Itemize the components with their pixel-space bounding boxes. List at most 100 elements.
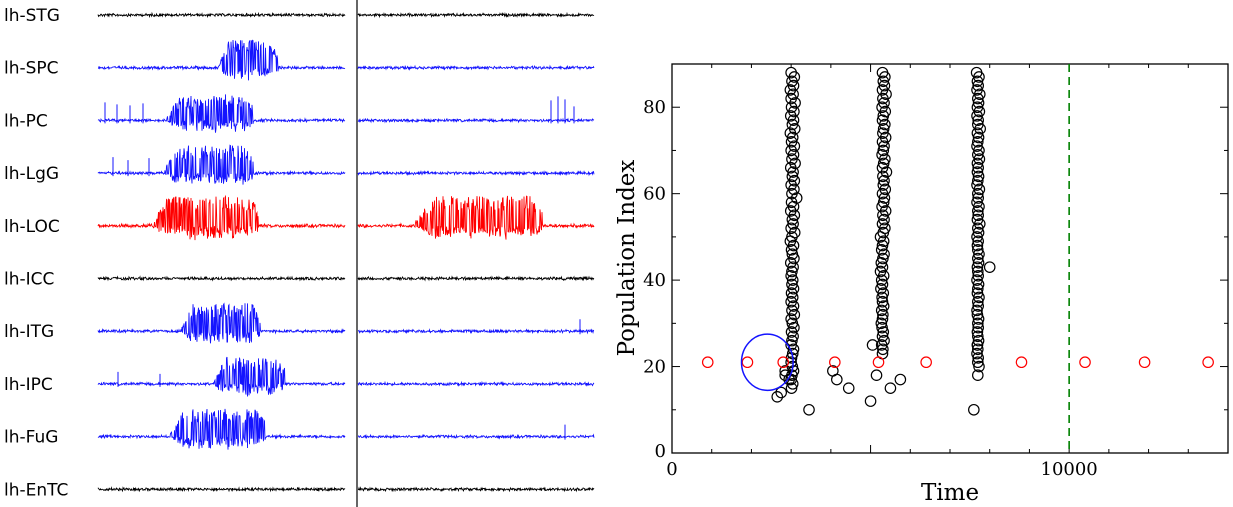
black-point-183 <box>971 252 984 265</box>
axis-tick-labels: 20 40 60 80 00 10000 <box>643 97 1098 480</box>
black-point-143 <box>972 79 984 92</box>
black-point-133 <box>876 321 888 334</box>
black-point-222 <box>884 382 897 394</box>
black-point-23 <box>787 166 799 178</box>
black-point-61 <box>787 330 799 343</box>
channel-label-4: lh-LOC <box>4 217 60 237</box>
black-point-169 <box>972 192 984 204</box>
black-point-190 <box>971 282 984 295</box>
black-point-130 <box>877 308 889 321</box>
channel-label-0: lh-STG <box>4 6 60 26</box>
black-point-46 <box>786 265 798 278</box>
red-point-2 <box>777 356 789 369</box>
black-point-201 <box>971 330 984 343</box>
black-point-96 <box>876 161 889 174</box>
channel-label-1: lh-SPC <box>4 59 59 79</box>
red-point-9 <box>1202 356 1214 369</box>
black-point-150 <box>971 110 983 122</box>
black-point-214 <box>775 386 788 399</box>
black-point-176 <box>971 222 984 235</box>
black-point-196 <box>971 308 984 321</box>
black-point-205 <box>971 347 983 360</box>
black-point-95 <box>877 157 890 170</box>
black-point-207 <box>971 356 984 369</box>
black-point-129 <box>875 304 888 317</box>
channel-label-7: lh-IPC <box>4 375 53 395</box>
black-point-131 <box>876 313 889 325</box>
black-point-165 <box>971 174 984 187</box>
eeg-traces-panel: lh-STG lh-SPC lh-PC lh-LgG lh-LOC lh-ICC lh-IT… <box>4 0 595 507</box>
x-axis-title: Time <box>921 480 979 506</box>
black-point-181 <box>971 244 984 256</box>
black-point-224 <box>842 382 855 394</box>
y-axis-title: Population Index <box>614 160 640 357</box>
channel-label-3: lh-LgG <box>4 164 59 184</box>
trace-3-seg2 <box>357 170 595 177</box>
highlight-circle <box>740 333 794 392</box>
red-point-7 <box>1079 356 1091 369</box>
black-point-225 <box>983 261 996 273</box>
black-point-178 <box>971 231 983 243</box>
xtick-label-0: 0 <box>666 459 677 480</box>
trace-2-seg1 <box>97 94 346 133</box>
black-point-34 <box>786 213 799 226</box>
channel-label-5: lh-ICC <box>4 270 54 290</box>
plot-frame <box>671 63 1229 454</box>
black-point-127 <box>876 295 889 308</box>
black-point-161 <box>971 157 984 170</box>
black-point-162 <box>972 161 984 174</box>
black-point-193 <box>971 295 984 308</box>
black-point-48 <box>786 274 799 286</box>
black-point-92 <box>877 144 890 157</box>
black-point-206 <box>972 352 984 364</box>
black-point-87 <box>877 123 890 135</box>
black-point-118 <box>875 257 888 269</box>
trace-5-seg2 <box>357 275 595 282</box>
channel-label-6: lh-ITG <box>4 322 54 342</box>
red-point-8 <box>1138 356 1151 369</box>
black-point-200 <box>971 326 984 338</box>
axis-ticks <box>671 63 1229 454</box>
black-point-210 <box>971 369 984 381</box>
black-point-168 <box>971 187 984 200</box>
black-point-179 <box>972 235 984 248</box>
black-point-103 <box>878 192 891 204</box>
black-point-62 <box>786 334 798 347</box>
ytick-label-80: 80 <box>643 97 666 118</box>
red-point-5 <box>920 356 932 369</box>
black-point-172 <box>971 205 984 217</box>
black-point-198 <box>971 317 984 330</box>
black-point-223 <box>803 403 815 416</box>
trace-5-seg1 <box>97 275 346 282</box>
trace-8-seg2 <box>358 433 595 440</box>
trace-0-seg1 <box>97 11 346 19</box>
black-point-147 <box>972 97 985 109</box>
black-point-13 <box>788 123 801 135</box>
black-point-192 <box>973 291 985 304</box>
red-point-6 <box>1015 356 1028 369</box>
trace-4-seg1 <box>97 194 346 241</box>
black-point-187 <box>972 269 984 282</box>
black-point-76 <box>877 75 890 88</box>
trace-1-seg2 <box>357 64 595 71</box>
black-point-99 <box>878 174 890 187</box>
black-point-51 <box>785 287 798 299</box>
black-point-57 <box>785 313 797 325</box>
black-point-64 <box>787 343 800 356</box>
black-point-21 <box>789 157 801 170</box>
black-point-189 <box>972 278 985 291</box>
black-point-182 <box>973 248 985 260</box>
black-point-173 <box>972 209 984 222</box>
channel-labels: lh-STG lh-SPC lh-PC lh-LgG lh-LOC lh-ICC lh-IT… <box>4 6 68 500</box>
ytick-label-60: 60 <box>643 184 666 205</box>
trace-7-seg1 <box>97 356 346 397</box>
black-point-125 <box>877 287 890 299</box>
black-point-197 <box>972 313 985 325</box>
black-point-41 <box>785 244 798 256</box>
black-point-15 <box>786 131 799 144</box>
black-point-94 <box>879 153 891 165</box>
black-point-216 <box>894 373 907 386</box>
black-point-45 <box>787 261 799 273</box>
trace-0-seg2 <box>357 11 595 19</box>
trace-1-seg1 <box>97 39 346 81</box>
